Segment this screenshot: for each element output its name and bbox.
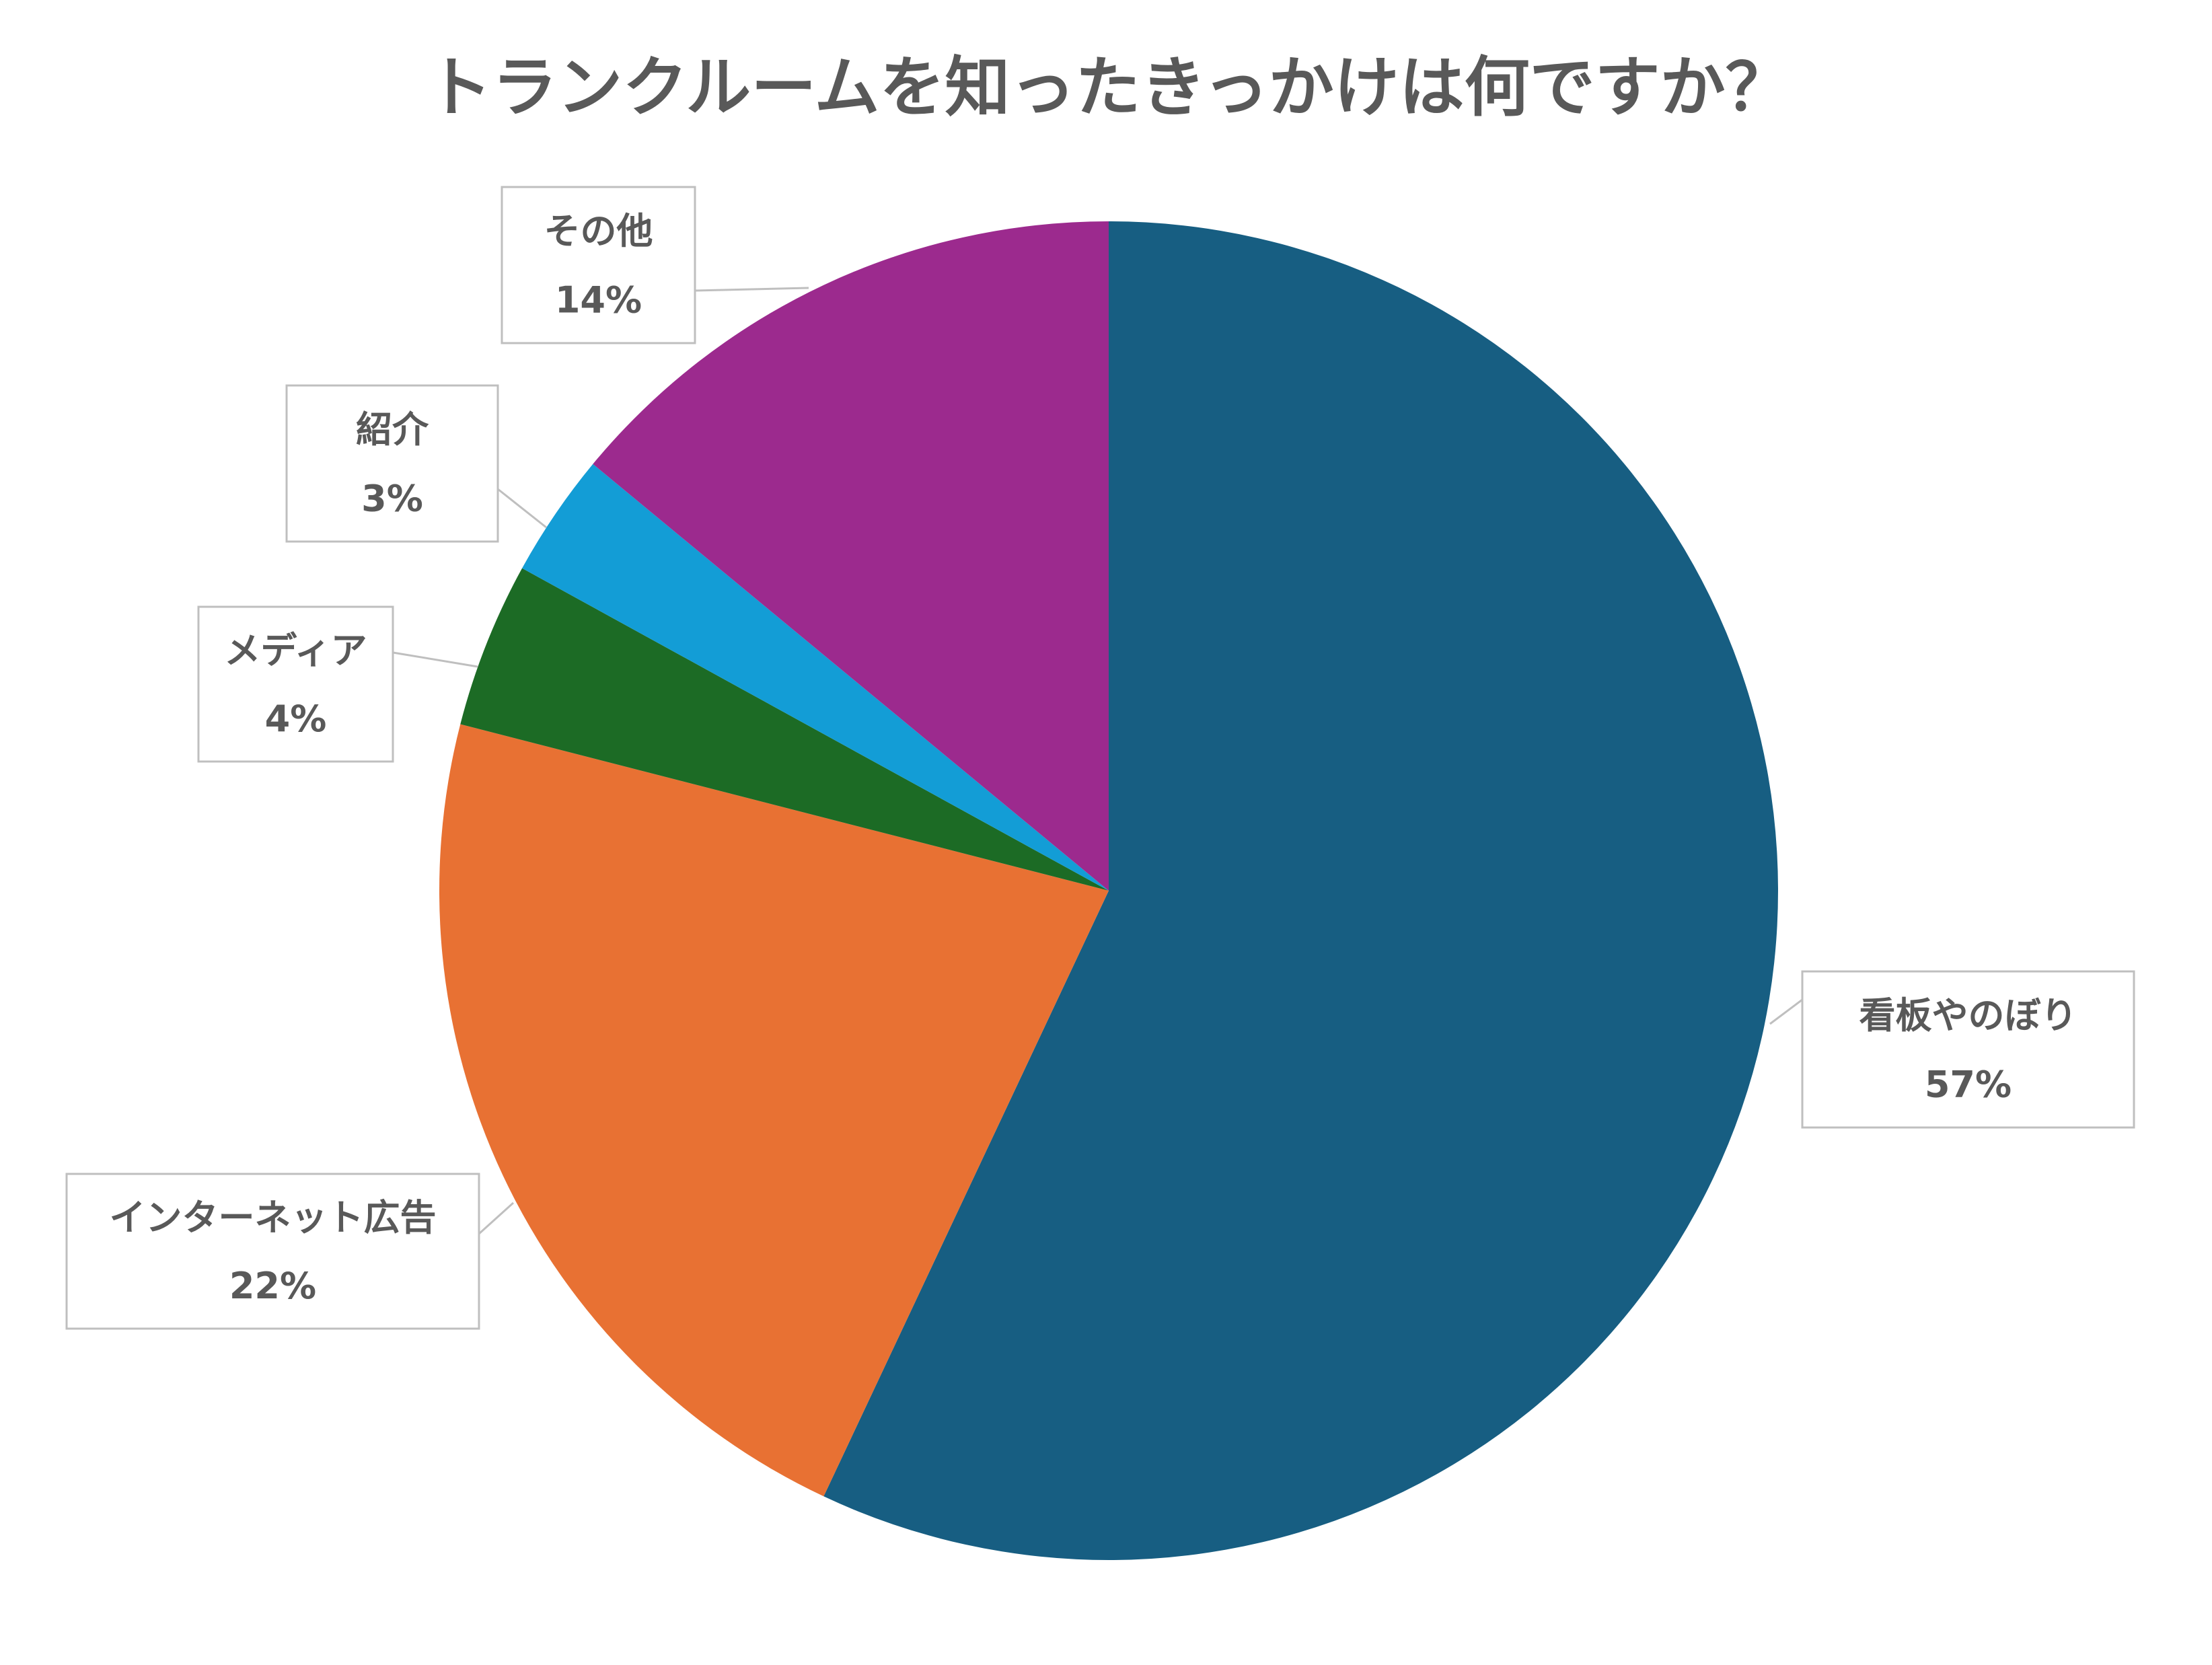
label-box (65, 1173, 480, 1330)
label-box (197, 605, 394, 763)
leader-line (392, 651, 478, 668)
category-label: 紹介 (356, 408, 429, 451)
value-label: 4% (265, 698, 327, 740)
value-label: 3% (361, 477, 423, 519)
leader-line (478, 1201, 515, 1235)
category-label: 看板やのぼり (1859, 994, 2077, 1037)
leader-line (694, 287, 809, 292)
value-label: 14% (555, 279, 642, 321)
leader-line (1769, 998, 1803, 1025)
pie-slice (439, 724, 1109, 1497)
leader-line (497, 488, 547, 529)
label-box (1801, 970, 2135, 1129)
category-label: インターネット広告 (110, 1197, 437, 1239)
pie-slice (522, 464, 1109, 891)
chart-title: トランクルームを知ったきっかけは何ですか？ (427, 49, 1790, 125)
label-box (285, 384, 499, 543)
value-label: 57% (1925, 1063, 2012, 1105)
category-label: その他 (544, 210, 653, 252)
value-label: 22% (229, 1265, 316, 1307)
category-label: メディア (224, 630, 367, 672)
pie-slice (593, 221, 1109, 891)
label-box (501, 186, 696, 344)
pie-slice (823, 221, 1779, 1560)
pie-slice (460, 568, 1109, 891)
